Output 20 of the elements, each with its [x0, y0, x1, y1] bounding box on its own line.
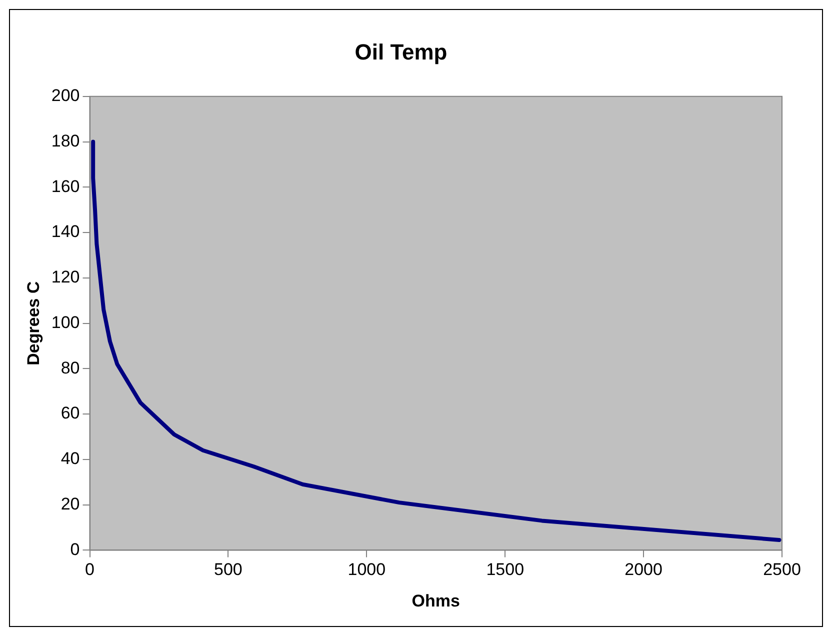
y-tick-label: 80: [60, 358, 80, 378]
x-tick-label: 1500: [486, 560, 524, 580]
x-tick-label: 1000: [348, 560, 386, 580]
y-tick-label: 160: [51, 176, 80, 196]
y-tick-label: 0: [70, 540, 80, 559]
y-axis-title: Degrees C: [24, 281, 43, 366]
x-axis-title: Ohms: [412, 591, 460, 610]
y-tick-label: 140: [51, 222, 80, 242]
y-tick-label: 60: [60, 404, 80, 423]
x-tick-label: 500: [214, 560, 242, 580]
y-tick-label: 120: [51, 268, 80, 287]
y-tick-label: 200: [51, 86, 80, 106]
y-tick-label: 20: [60, 494, 80, 514]
y-tick-label: 100: [51, 312, 80, 332]
chart-title: Oil Temp: [354, 39, 448, 64]
x-tick-label: 0: [85, 560, 94, 580]
y-tick-label: 180: [51, 131, 80, 150]
x-tick-label: 2500: [763, 560, 801, 580]
y-tick-label: 40: [60, 449, 80, 468]
x-tick-label: 2000: [624, 560, 662, 580]
